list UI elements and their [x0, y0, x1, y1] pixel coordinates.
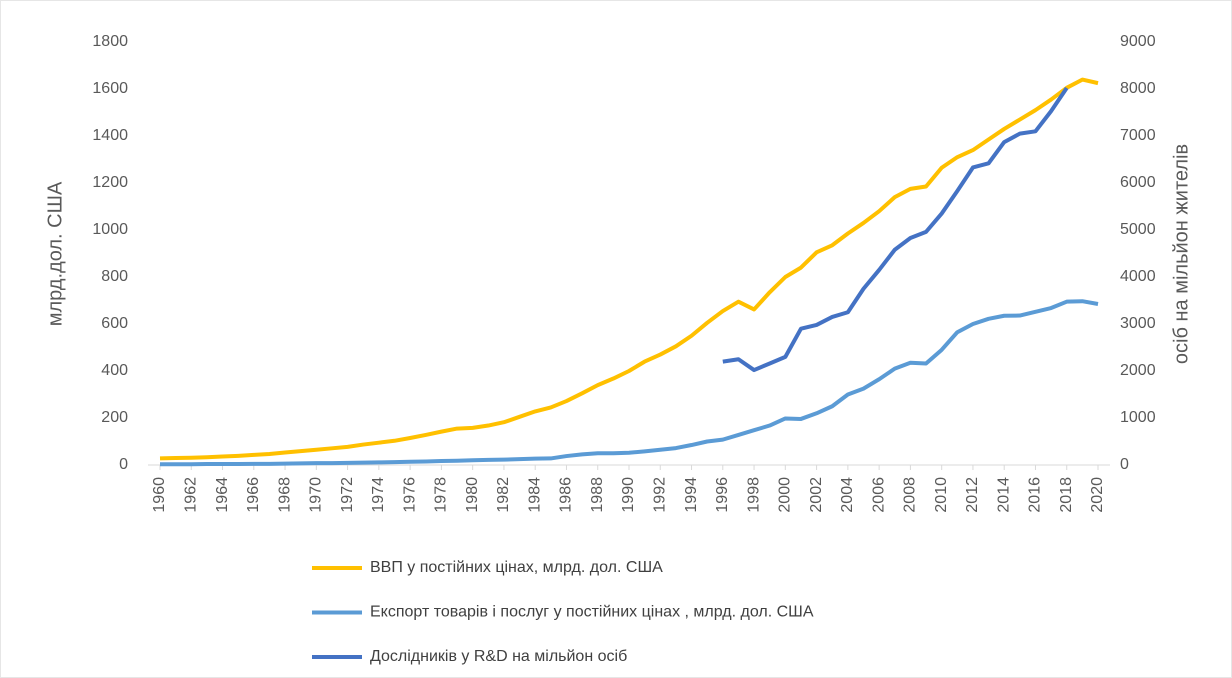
- x-tick-label: 2002: [808, 477, 825, 513]
- x-tick-label: 1984: [526, 477, 543, 513]
- y2-tick-label: 8000: [1120, 80, 1156, 97]
- x-tick-label: 2014: [995, 477, 1012, 513]
- y-axis-label: млрд.дол. США: [44, 181, 66, 326]
- x-tick-label: 2006: [870, 477, 887, 513]
- x-tick-label: 1996: [714, 477, 731, 513]
- y2-tick-label: 7000: [1120, 127, 1156, 144]
- x-tick-label: 1964: [214, 477, 231, 513]
- x-tick-label: 1990: [620, 477, 637, 513]
- x-tick-label: 1978: [433, 477, 450, 513]
- y2-tick-label: 1000: [1120, 409, 1156, 426]
- y2-tick-label: 4000: [1120, 268, 1156, 285]
- x-tick-label: 2012: [964, 477, 981, 513]
- y-tick-label: 1800: [92, 33, 128, 50]
- y2-tick-label: 6000: [1120, 174, 1156, 191]
- x-tick-label: 1972: [339, 477, 356, 513]
- x-tick-label: 1962: [182, 477, 199, 513]
- y-tick-label: 0: [119, 456, 128, 473]
- y2-tick-label: 5000: [1120, 221, 1156, 238]
- x-tick-label: 1980: [464, 477, 481, 513]
- series-line: [159, 77, 1099, 461]
- x-tick-label: 1960: [151, 477, 168, 513]
- x-tick-label: 1992: [651, 477, 668, 513]
- y-tick-label: 1400: [92, 127, 128, 144]
- legend-label: Дослідників у R&D на мільйон осіб: [370, 648, 627, 665]
- x-tick-label: 2018: [1058, 477, 1075, 513]
- y-tick-label: 200: [101, 409, 128, 426]
- x-tick-label: 2004: [839, 477, 856, 513]
- x-tick-label: 2010: [933, 477, 950, 513]
- legend-label: Експорт товарів і послуг у постійних цін…: [370, 604, 814, 621]
- x-tick-label: 1998: [745, 477, 762, 513]
- series-line: [160, 299, 1099, 467]
- legend-label: ВВП у постійних цінах, млрд. дол. США: [370, 559, 663, 576]
- x-tick-label: 2016: [1027, 477, 1044, 513]
- y-tick-label: 400: [101, 362, 128, 379]
- x-tick-label: 1976: [401, 477, 418, 513]
- x-tick-label: 2020: [1089, 477, 1106, 513]
- x-tick-label: 1968: [276, 477, 293, 513]
- y-tick-label: 800: [101, 268, 128, 285]
- x-tick-label: 2008: [902, 477, 919, 513]
- y-tick-label: 1200: [92, 174, 128, 191]
- y2-tick-label: 0: [1120, 456, 1129, 473]
- y-tick-label: 600: [101, 315, 128, 332]
- y-tick-label: 1600: [92, 80, 128, 97]
- x-tick-label: 1974: [370, 477, 387, 513]
- y2-tick-label: 2000: [1120, 362, 1156, 379]
- x-tick-label: 1994: [683, 477, 700, 513]
- x-tick-label: 2000: [777, 477, 794, 513]
- y2-axis-label: осіб на мільйон жителів: [1170, 144, 1192, 364]
- y-tick-label: 1000: [92, 221, 128, 238]
- x-tick-label: 1970: [308, 477, 325, 513]
- x-tick-label: 1982: [495, 477, 512, 513]
- x-tick-label: 1966: [245, 477, 262, 513]
- x-tick-label: 1986: [558, 477, 575, 513]
- x-tick-label: 1988: [589, 477, 606, 513]
- y2-tick-label: 3000: [1120, 315, 1156, 332]
- series-line: [722, 86, 1069, 373]
- y2-tick-label: 9000: [1120, 33, 1156, 50]
